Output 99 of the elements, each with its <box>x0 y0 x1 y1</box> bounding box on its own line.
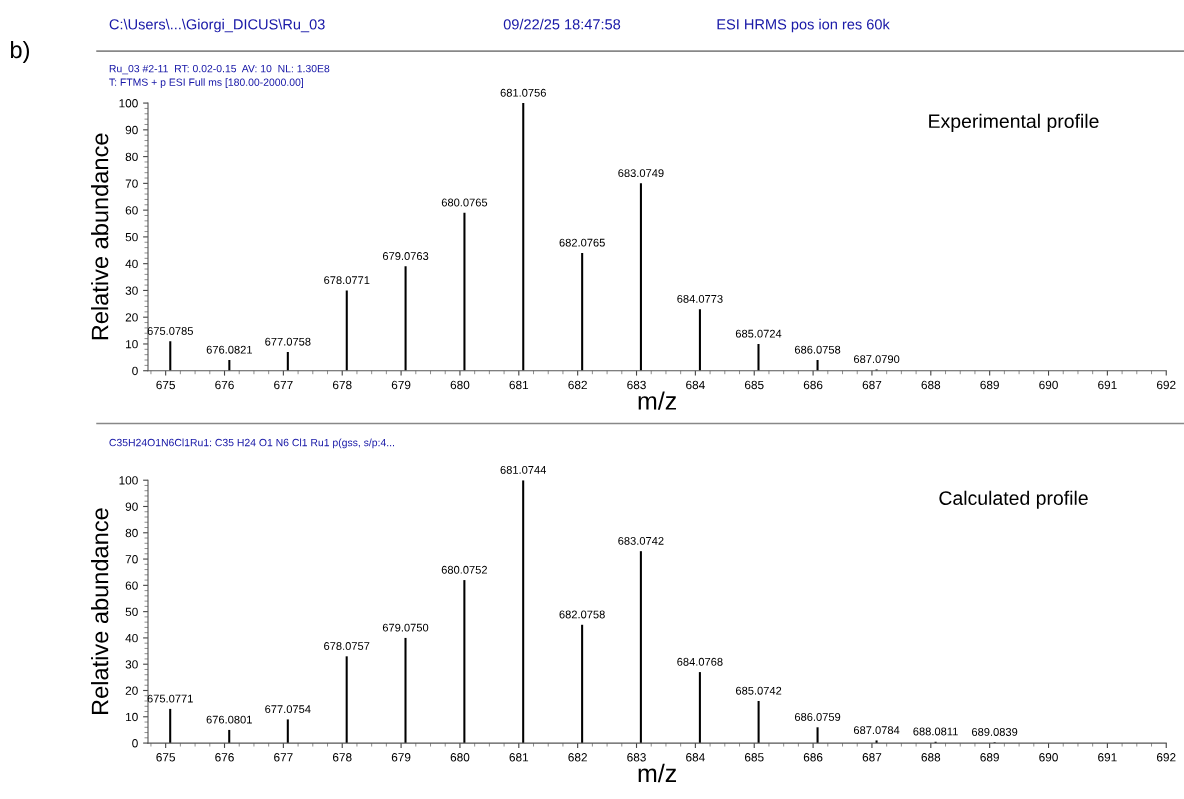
text: Ru_03 #2-11 RT: 0.02-0.15 AV: 10 NL: 1.30E8 <box>109 64 330 75</box>
x-tick-label: 677 <box>274 753 293 762</box>
x-tick-label: 680 <box>450 380 470 390</box>
y-tick-label: 90 <box>125 502 138 511</box>
annotation: 679.0750 <box>382 623 429 632</box>
x-axis-title: m/z <box>638 391 677 410</box>
x-tick-label: 685 <box>744 753 764 762</box>
x-tick-label: 688 <box>921 380 941 390</box>
x-tick-label: 689 <box>980 753 999 762</box>
x-tick-label: 685 <box>744 380 764 390</box>
annotation: 684.0768 <box>677 657 723 666</box>
x-tick-label: 683 <box>627 753 646 762</box>
x-tick-label: 683 <box>627 380 646 390</box>
y-tick-label: 100 <box>119 99 138 108</box>
annotation: 683.0742 <box>618 536 664 545</box>
annotation: 677.0758 <box>265 337 311 346</box>
text: b) <box>11 40 29 63</box>
y-tick-label: 0 <box>132 739 138 748</box>
annotation: 685.0724 <box>735 329 782 338</box>
x-tick-label: 679 <box>391 753 411 762</box>
y-tick-label: 80 <box>125 528 138 538</box>
annotation: 686.0758 <box>794 345 841 354</box>
y-tick-label: 70 <box>125 179 138 188</box>
y-tick-label: 50 <box>125 232 138 242</box>
text: T: FTMS + p ESI Full ms [180.00-2000.00] <box>109 78 303 88</box>
x-tick-label: 690 <box>1039 753 1058 762</box>
x-tick-label: 677 <box>274 380 293 390</box>
y-tick-label: 0 <box>132 366 138 376</box>
annotation: 682.0765 <box>559 238 605 247</box>
text: Calculated profile <box>939 490 1088 509</box>
y-tick-label: 90 <box>125 125 138 135</box>
x-tick-label: 676 <box>215 380 234 390</box>
x-tick-label: 682 <box>568 753 587 762</box>
x-tick-label: 678 <box>332 753 352 762</box>
x-tick-label: 689 <box>980 380 999 390</box>
annotation: 680.0765 <box>441 198 488 207</box>
annotation: 687.0784 <box>853 726 900 735</box>
annotation: 685.0742 <box>736 686 782 695</box>
annotation: 688.0811 <box>913 727 958 736</box>
y-tick-label: 30 <box>125 660 138 669</box>
x-tick-label: 692 <box>1156 380 1176 390</box>
text: ESI HRMS pos ion res 60k <box>717 18 890 33</box>
annotation: 675.0785 <box>147 327 193 335</box>
x-tick-label: 678 <box>332 380 352 390</box>
y-axis-title: Relative abundance <box>91 133 109 340</box>
y-axis-title: Relative abundance <box>91 508 109 715</box>
annotation: 681.0744 <box>500 465 547 474</box>
x-tick-label: 686 <box>803 753 823 762</box>
annotation: 686.0759 <box>794 713 841 721</box>
y-tick-label: 100 <box>119 476 138 485</box>
annotation: 676.0821 <box>206 345 252 354</box>
annotation: 676.0801 <box>206 715 252 724</box>
x-tick-label: 675 <box>156 753 176 762</box>
x-tick-label: 692 <box>1156 753 1176 762</box>
annotation: 682.0758 <box>559 610 605 619</box>
annotation: 683.0749 <box>618 169 664 178</box>
x-tick-label: 681 <box>509 753 529 762</box>
annotation: 681.0756 <box>500 88 546 97</box>
x-tick-label: 688 <box>921 753 941 762</box>
y-tick-label: 50 <box>125 607 138 617</box>
x-axis-title: m/z <box>638 763 677 783</box>
text: C:\Users\...\Giorgi_DICUS\Ru_03 <box>109 18 325 33</box>
x-tick-label: 690 <box>1039 380 1058 390</box>
text: C35H24O1N6Cl1Ru1: C35 H24 O1 N6 Cl1 Ru1 p(gss, s/p:4... <box>109 438 394 449</box>
annotation: 687.0790 <box>854 355 900 364</box>
annotation: 675.0771 <box>147 694 193 703</box>
x-tick-label: 682 <box>568 380 587 390</box>
y-tick-label: 40 <box>125 633 138 643</box>
text: 09/22/25 18:47:58 <box>503 18 621 30</box>
annotation: 684.0773 <box>677 294 723 303</box>
x-tick-label: 679 <box>391 380 411 390</box>
x-tick-label: 687 <box>862 753 882 762</box>
y-tick-label: 60 <box>125 581 138 590</box>
y-tick-label: 10 <box>126 340 138 349</box>
x-tick-label: 676 <box>215 753 234 762</box>
annotation: 677.0754 <box>265 705 311 714</box>
y-tick-label: 10 <box>126 712 138 722</box>
x-tick-label: 686 <box>803 380 823 390</box>
x-tick-label: 681 <box>509 380 529 390</box>
y-tick-label: 70 <box>125 555 138 564</box>
x-tick-label: 687 <box>862 380 882 390</box>
text: Experimental profile <box>929 113 1099 132</box>
y-tick-label: 80 <box>125 152 138 161</box>
y-tick-label: 60 <box>125 206 138 215</box>
y-tick-label: 20 <box>125 686 138 695</box>
y-tick-label: 20 <box>125 313 138 322</box>
annotation: 678.0771 <box>324 276 370 285</box>
x-tick-label: 684 <box>686 753 705 762</box>
annotation: 689.0839 <box>972 728 1018 736</box>
x-tick-label: 691 <box>1098 753 1117 762</box>
x-tick-label: 684 <box>686 380 705 390</box>
x-tick-label: 675 <box>156 380 176 390</box>
x-tick-label: 680 <box>450 753 470 762</box>
annotation: 680.0752 <box>441 565 487 574</box>
annotation: 679.0763 <box>382 252 429 260</box>
x-tick-label: 691 <box>1098 380 1117 390</box>
annotation: 678.0757 <box>324 642 370 650</box>
y-tick-label: 30 <box>125 286 138 295</box>
y-tick-label: 40 <box>125 259 138 269</box>
